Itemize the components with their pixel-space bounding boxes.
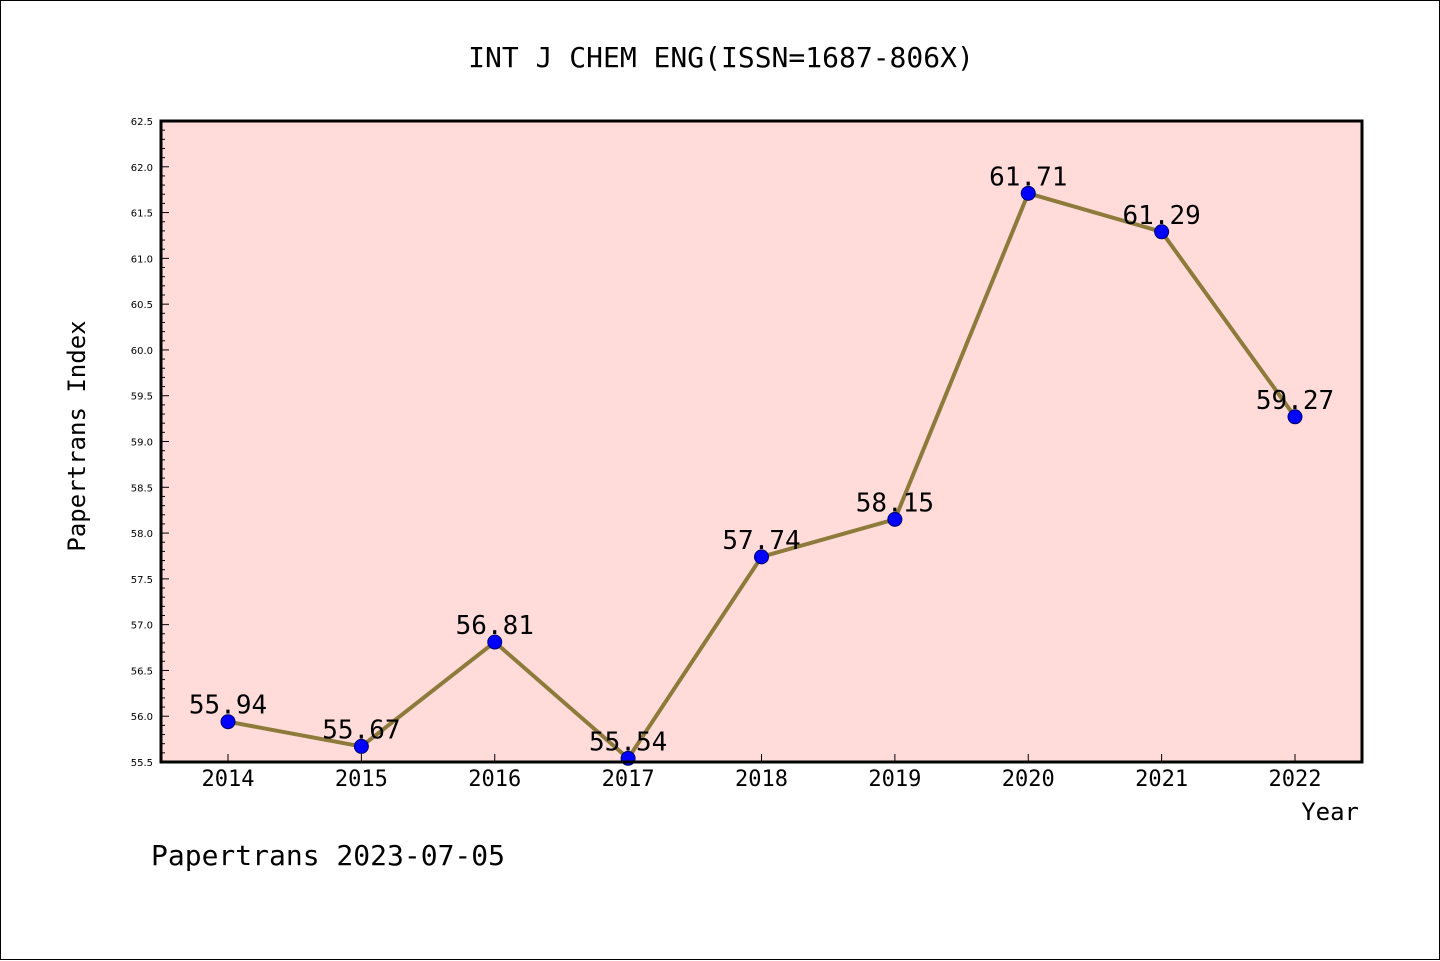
data-label: 61.29 xyxy=(1122,201,1200,231)
data-label: 55.54 xyxy=(589,727,667,757)
data-point-marker xyxy=(220,714,236,730)
data-label: 61.71 xyxy=(989,162,1067,192)
data-point-marker xyxy=(754,549,769,565)
y-tick-label: 58.0 xyxy=(131,529,153,540)
data-points xyxy=(220,185,1303,766)
x-tick-label: 2019 xyxy=(868,767,921,792)
x-axis-label: Year xyxy=(1301,798,1359,826)
data-point-marker xyxy=(487,634,503,650)
data-point-marker xyxy=(353,738,369,754)
data-point-marker xyxy=(1020,185,1036,201)
data-labels: 55.94 55.67 56.81 55.54 57.74 58.15 61.71 61.29… xyxy=(189,162,1334,757)
x-tick-label: 2018 xyxy=(735,767,788,792)
y-tick-label: 59.5 xyxy=(131,392,153,403)
x-tick-label: 2020 xyxy=(1002,767,1055,792)
y-tick-label: 62.5 xyxy=(131,117,153,128)
y-axis: 55.5 56.0 56.5 57.0 57.5 58.0 58.5 59.0 59.5 60.0… xyxy=(131,117,169,769)
y-tick-label: 61.5 xyxy=(131,209,153,220)
y-axis-label: Papertrans Index xyxy=(63,320,91,551)
data-label: 56.81 xyxy=(456,611,534,641)
x-axis: 2014 2015 2016 2017 2018 2019 2020 2021 2022 xyxy=(202,754,1322,792)
x-tick-label: 2022 xyxy=(1269,767,1322,792)
data-label: 58.15 xyxy=(856,488,934,518)
y-tick-label: 56.0 xyxy=(131,712,153,723)
data-point-marker xyxy=(1154,224,1170,240)
data-point-marker xyxy=(1287,409,1303,425)
y-tick-label: 57.0 xyxy=(131,621,153,632)
y-tick-label: 59.0 xyxy=(131,438,153,449)
plot-frame xyxy=(159,119,1364,764)
data-label: 55.67 xyxy=(322,715,400,745)
y-tick-label: 57.5 xyxy=(131,575,153,586)
data-label: 59.27 xyxy=(1256,386,1334,416)
x-tick-label: 2017 xyxy=(602,767,655,792)
footer-watermark: Papertrans 2023-07-05 xyxy=(151,839,505,872)
data-label: 55.94 xyxy=(189,691,267,721)
x-tick-label: 2021 xyxy=(1135,767,1188,792)
y-tick-label: 60.5 xyxy=(131,300,153,311)
x-tick-label: 2016 xyxy=(468,767,521,792)
y-tick-label: 58.5 xyxy=(131,483,153,494)
y-tick-label: 62.0 xyxy=(131,163,153,174)
x-tick-label: 2015 xyxy=(335,767,388,792)
data-point-marker xyxy=(887,511,903,527)
data-label: 57.74 xyxy=(722,526,800,556)
y-tick-label: 61.0 xyxy=(131,254,153,265)
y-tick-label: 56.5 xyxy=(131,666,153,677)
x-tick-label: 2014 xyxy=(202,767,255,792)
chart-title: INT J CHEM ENG(ISSN=1687-806X) xyxy=(468,41,974,74)
y-tick-label: 60.0 xyxy=(131,346,153,357)
y-tick-label: 55.5 xyxy=(131,758,153,769)
